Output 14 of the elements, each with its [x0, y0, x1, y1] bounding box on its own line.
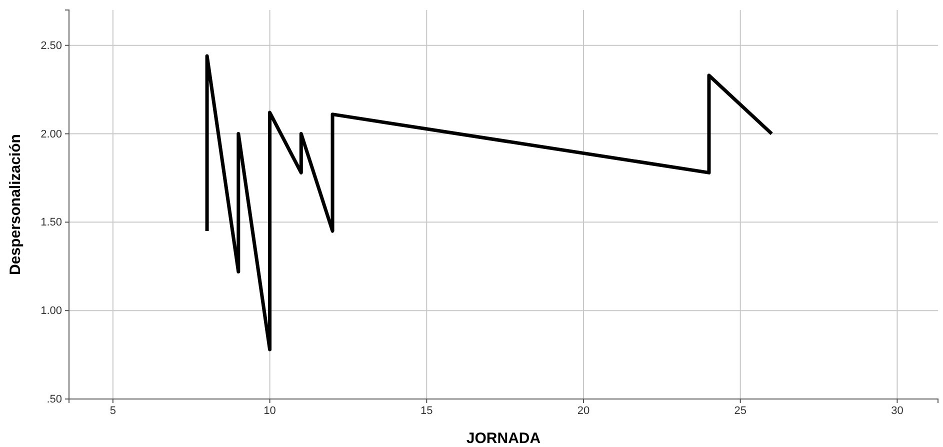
- x-tick-label: 15: [420, 404, 433, 417]
- x-tick-label: 25: [734, 404, 746, 417]
- y-tick-label: 1.50: [40, 216, 62, 229]
- x-tick-label: 5: [110, 404, 116, 417]
- x-tick-label: 30: [891, 404, 904, 417]
- x-axis-title: JORNADA: [466, 430, 541, 447]
- y-tick-label: 1.00: [40, 305, 62, 318]
- y-axis-title: Despersonalización: [7, 134, 24, 275]
- line-series: [205, 54, 774, 352]
- x-tick-label: 20: [577, 404, 590, 417]
- y-tick-label: .50: [46, 394, 62, 406]
- x-tick-label: 10: [264, 404, 276, 417]
- y-tick-label: 2.50: [40, 40, 62, 52]
- y-tick-label: 2.00: [40, 128, 62, 140]
